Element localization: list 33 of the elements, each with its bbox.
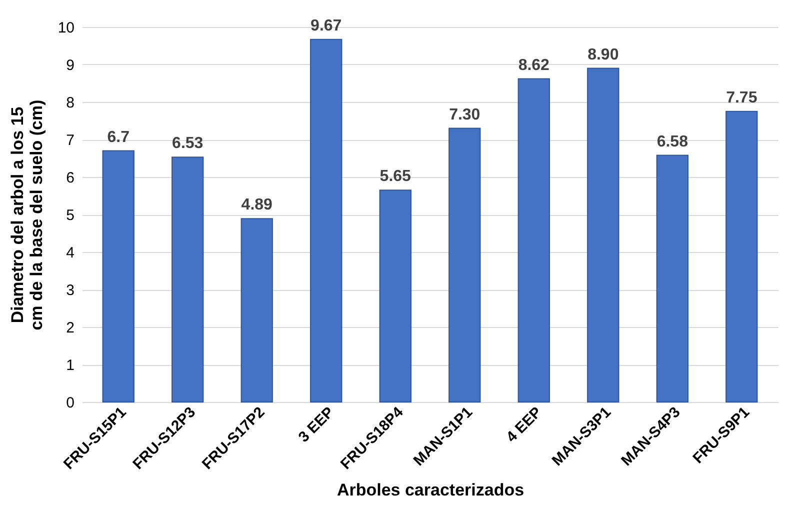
x-axis-title: Arboles caracterizados [336, 480, 524, 500]
bar [379, 190, 412, 402]
bar [656, 154, 688, 402]
y-tick-label: 9 [66, 57, 74, 74]
data-label: 5.65 [380, 168, 412, 186]
y-axis-title: Diametro del arbol a los 15 cm de la base del suelo (cm) [8, 100, 46, 330]
bar [102, 150, 134, 402]
data-label: 8.62 [518, 56, 550, 74]
data-label: 8.90 [588, 46, 619, 64]
y-tick-label: 7 [66, 132, 74, 149]
data-label: 6.58 [656, 133, 688, 150]
data-label: 7.30 [449, 106, 480, 124]
data-label: 6.7 [107, 128, 130, 146]
y-tick-label: 8 [66, 94, 74, 112]
y-tick-label: 0 [66, 394, 74, 412]
y-tick-label: 1 [66, 357, 74, 374]
bar [240, 218, 273, 402]
data-label: 7.75 [726, 89, 758, 106]
y-tick-label: 3 [66, 282, 74, 299]
y-tick-label: 2 [66, 320, 74, 336]
y-tick-label: 4 [66, 244, 74, 262]
y-tick-label: 10 [58, 20, 74, 36]
data-label: 6.53 [172, 135, 204, 152]
data-label: 9.67 [310, 17, 342, 34]
y-tick-label: 6 [66, 170, 74, 186]
bar [587, 68, 620, 402]
bar [518, 78, 550, 402]
bar [448, 128, 481, 402]
data-label: 4.89 [241, 196, 273, 214]
bar [310, 38, 342, 402]
bar [726, 110, 758, 402]
bar [172, 156, 204, 402]
y-tick-label: 5 [66, 207, 74, 224]
